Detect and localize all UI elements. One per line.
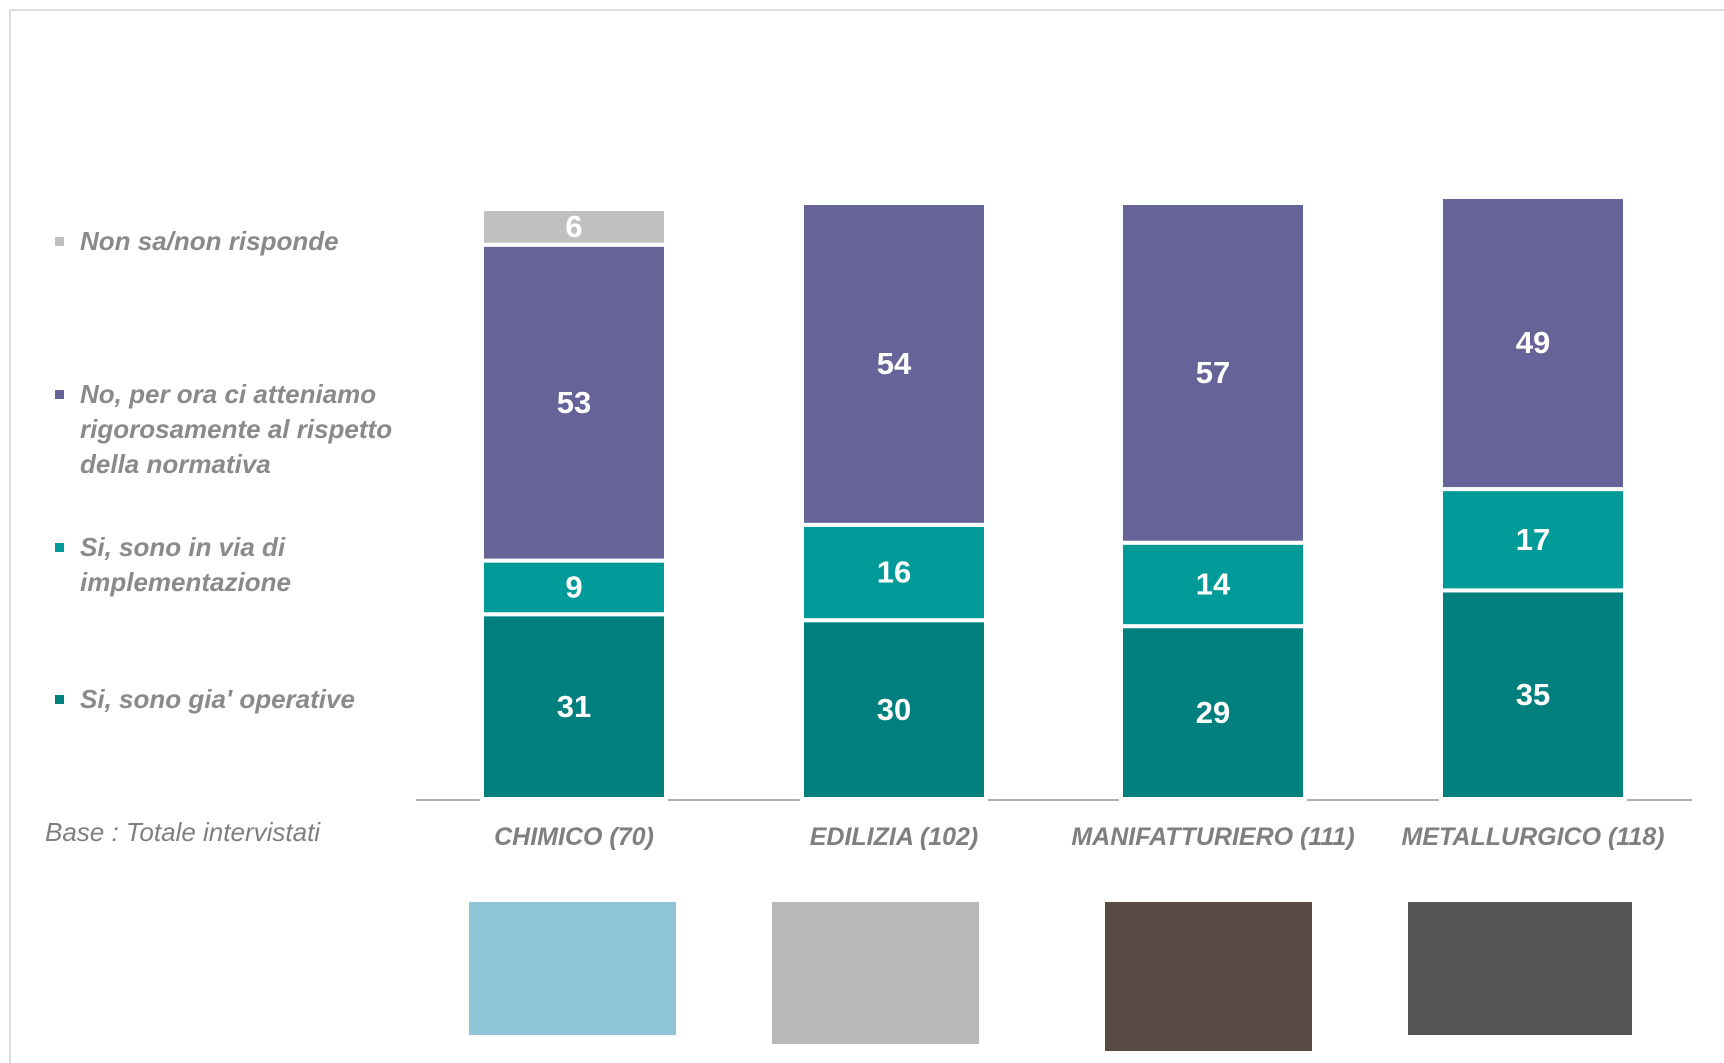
data-label: 53 <box>557 385 591 420</box>
bar-segment <box>1119 540 1307 629</box>
bar-segment <box>800 618 988 802</box>
bar-segment <box>1119 201 1307 545</box>
frame <box>9 9 1724 1063</box>
image-placeholder <box>1408 902 1632 1035</box>
bar-segment <box>1439 195 1627 492</box>
data-label: 54 <box>877 346 912 381</box>
category-images <box>469 902 1632 1051</box>
data-label: 49 <box>1516 325 1550 360</box>
data-label: 17 <box>1516 522 1550 557</box>
x-tick-label: METALLURGICO (118) <box>1401 823 1665 851</box>
bar-segment <box>480 612 668 801</box>
image-placeholder <box>469 902 676 1035</box>
legend-marker <box>55 237 64 246</box>
data-label: 30 <box>877 692 911 727</box>
annotation: Base : Totale intervistati <box>45 817 321 847</box>
data-label: 31 <box>557 689 591 724</box>
data-label: 9 <box>565 570 582 605</box>
bar-segment <box>800 522 988 623</box>
data-label: 57 <box>1196 355 1230 390</box>
legend-marker <box>55 695 64 704</box>
image-placeholder <box>772 902 979 1044</box>
bar-segment <box>1439 588 1627 802</box>
data-label: 35 <box>1516 677 1550 712</box>
data-label: 14 <box>1196 567 1231 602</box>
image-placeholder <box>1105 902 1312 1051</box>
legend-marker <box>55 390 64 399</box>
data-label: 29 <box>1196 695 1230 730</box>
legend-label: No, per ora ci atteniamo rigorosamente a… <box>80 379 393 479</box>
bar-segment <box>1439 487 1627 593</box>
legend-label: Non sa/non risponde <box>80 226 339 256</box>
bar-segment <box>480 206 668 247</box>
legend-label: Si, sono in via di implementazione <box>80 532 291 597</box>
data-label: 16 <box>877 555 911 590</box>
x-tick-label: CHIMICO (70) <box>494 823 654 851</box>
bar-segment <box>800 201 988 527</box>
bar-segment <box>1119 624 1307 801</box>
legend-label: Si, sono gia' operative <box>80 684 355 714</box>
legend-marker <box>55 543 64 552</box>
bar-segment <box>480 242 668 563</box>
data-label: 6 <box>565 209 582 244</box>
x-tick-label: EDILIZIA (102) <box>809 823 979 851</box>
x-tick-label: MANIFATTURIERO (111) <box>1071 823 1355 851</box>
